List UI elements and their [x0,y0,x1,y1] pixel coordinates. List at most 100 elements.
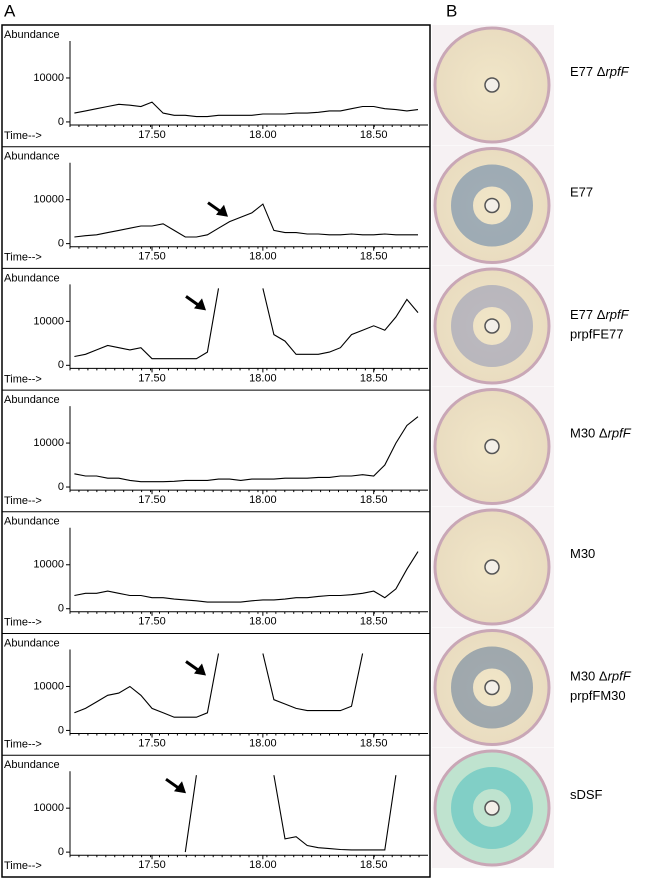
plate-label-line2: prpfFM30 [570,688,626,703]
data-line [74,288,419,360]
arrow-head [174,781,186,794]
y-tick-label: 0 [58,603,64,615]
y-tick-label: 10000 [33,802,64,814]
chart-panel: Abundance Time--> 0 10000 17.50 18.00 18.50 [2,389,430,507]
panel-label: B [446,1,457,20]
y-axis-label: Abundance [4,272,60,284]
arrow-head [216,204,228,217]
halo [451,164,533,247]
x-tick-label: 18.00 [249,251,277,263]
y-tick-label: 10000 [33,315,64,327]
plate-label: M30 ΔrpfF [570,426,632,441]
data-line [74,101,419,118]
well [484,197,500,214]
x-tick-label: 18.50 [360,251,388,263]
halo [451,646,533,729]
label-text: M30 Δ [570,426,608,441]
data-line [74,653,364,718]
x-tick-label: 18.00 [249,494,277,506]
y-tick-label: 10000 [33,437,64,449]
y-tick-label: 10000 [33,194,64,206]
plate: M30 [432,507,595,627]
x-tick-label: 18.50 [360,494,388,506]
y-tick-label: 0 [58,238,64,250]
label-italic: rpfF [608,669,632,684]
arrow-head [194,298,206,311]
label-text: M30 [570,546,595,561]
plate-label: M30 [570,546,595,561]
halo [451,285,533,367]
arrow-head [194,663,206,676]
well [484,559,500,575]
x-tick-label: 18.50 [360,616,388,628]
x-tick-label: 17.50 [138,372,166,384]
x-tick-label: 17.50 [138,251,166,263]
y-tick-label: 10000 [33,559,64,571]
label-italic: rpfF [605,307,629,322]
plate-label: M30 ΔrpfF [570,669,632,684]
x-tick-label: 17.50 [138,129,166,141]
x-tick-label: 18.00 [249,859,277,871]
panel-frame [1,24,431,878]
plate: E77 ΔrpfF prpfFE77 [432,266,630,386]
plate-label: E77 ΔrpfF [570,64,630,79]
halo [451,767,533,849]
well [484,318,500,334]
plate-label-line2: prpfFE77 [570,326,623,341]
data-line [74,416,419,483]
plate: M30 ΔrpfF prpfFM30 [432,627,632,748]
x-tick-label: 18.00 [249,129,277,141]
data-line [184,775,397,853]
label-text: M30 Δ [570,669,608,684]
y-tick-label: 0 [58,481,64,493]
well [484,77,500,93]
chart-panel: Abundance Time--> 0 10000 17.50 18.00 18.50 [2,633,430,750]
y-tick-label: 0 [58,116,64,128]
well [484,679,500,696]
chart-panel: Abundance Time--> 0 10000 17.50 18.00 18.50 [2,511,430,629]
y-axis-label: Abundance [4,516,60,528]
y-axis-label: Abundance [4,637,60,649]
x-tick-label: 17.50 [138,737,166,749]
x-tick-label: 18.00 [249,737,277,749]
x-axis-label: Time--> [4,495,42,507]
x-tick-label: 18.00 [249,616,277,628]
x-tick-label: 18.50 [360,737,388,749]
x-tick-label: 17.50 [138,494,166,506]
y-axis-label: Abundance [4,394,60,406]
x-axis-label: Time--> [4,860,42,872]
y-axis-label: Abundance [4,759,60,771]
y-axis-label: Abundance [4,29,60,41]
y-tick-label: 0 [58,846,64,858]
x-tick-label: 18.00 [249,372,277,384]
plate-label: E77 [570,185,593,200]
y-tick-label: 10000 [33,72,64,84]
label-italic: rpfF [608,426,632,441]
x-tick-label: 18.50 [360,129,388,141]
x-tick-label: 17.50 [138,859,166,871]
x-axis-label: Time--> [4,373,42,385]
y-axis-label: Abundance [4,151,60,163]
chart-panel: Abundance Time--> 0 10000 17.50 18.00 18.50 [2,267,430,385]
y-tick-label: 10000 [33,680,64,692]
label-text: E77 Δ [570,64,606,79]
plate: E77 ΔrpfF [432,25,630,145]
chart-panel: Abundance Time--> 0 10000 17.50 18.00 18.50 [2,146,430,264]
x-tick-label: 17.50 [138,616,166,628]
x-axis-label: Time--> [4,617,42,629]
x-axis-label: Time--> [4,738,42,750]
panel-label: A [4,1,16,20]
data-line [74,551,419,603]
label-italic: rpfF [605,64,629,79]
plate: E77 [432,145,593,266]
x-tick-label: 18.50 [360,859,388,871]
data-line [74,203,418,238]
well [484,800,500,816]
label-text: E77 [570,185,593,200]
y-tick-label: 0 [58,724,64,736]
plate-label: E77 ΔrpfF [570,307,630,322]
well [484,438,500,455]
plate: M30 ΔrpfF [432,386,632,507]
plate: sDSF [432,748,603,868]
